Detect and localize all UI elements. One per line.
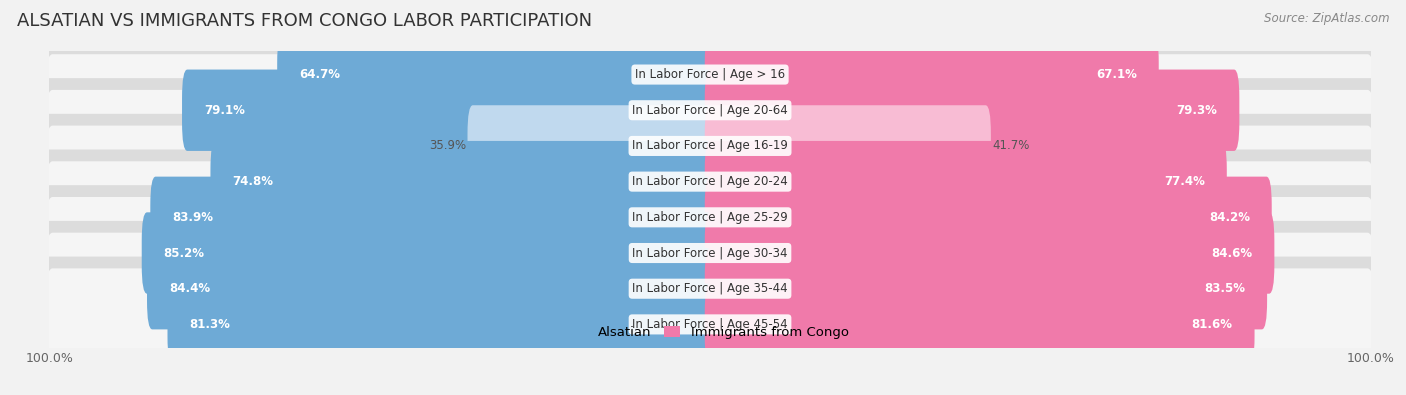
Text: 64.7%: 64.7% [299,68,340,81]
Text: ALSATIAN VS IMMIGRANTS FROM CONGO LABOR PARTICIPATION: ALSATIAN VS IMMIGRANTS FROM CONGO LABOR … [17,12,592,30]
FancyBboxPatch shape [704,34,1159,115]
Text: 81.6%: 81.6% [1192,318,1233,331]
FancyBboxPatch shape [704,213,1274,294]
FancyBboxPatch shape [704,105,991,186]
Text: In Labor Force | Age 16-19: In Labor Force | Age 16-19 [633,139,787,152]
FancyBboxPatch shape [704,177,1271,258]
FancyBboxPatch shape [45,19,1375,131]
FancyBboxPatch shape [39,42,1381,178]
FancyBboxPatch shape [45,197,1375,309]
FancyBboxPatch shape [45,90,1375,202]
FancyBboxPatch shape [704,70,1239,151]
FancyBboxPatch shape [45,233,1375,345]
FancyBboxPatch shape [148,248,716,329]
Text: 74.8%: 74.8% [232,175,273,188]
Text: Source: ZipAtlas.com: Source: ZipAtlas.com [1264,12,1389,25]
FancyBboxPatch shape [39,149,1381,285]
Text: 83.9%: 83.9% [172,211,214,224]
Text: In Labor Force | Age 20-64: In Labor Force | Age 20-64 [633,104,787,117]
Text: 77.4%: 77.4% [1164,175,1205,188]
Text: In Labor Force | Age > 16: In Labor Force | Age > 16 [636,68,785,81]
FancyBboxPatch shape [704,141,1227,222]
FancyBboxPatch shape [142,213,716,294]
Text: 84.4%: 84.4% [169,282,209,295]
FancyBboxPatch shape [39,78,1381,214]
Legend: Alsatian, Immigrants from Congo: Alsatian, Immigrants from Congo [567,320,853,344]
FancyBboxPatch shape [39,257,1381,392]
FancyBboxPatch shape [181,70,716,151]
FancyBboxPatch shape [39,7,1381,142]
FancyBboxPatch shape [45,54,1375,166]
Text: 79.3%: 79.3% [1177,104,1218,117]
FancyBboxPatch shape [45,161,1375,273]
Text: 41.7%: 41.7% [993,139,1029,152]
Text: 84.2%: 84.2% [1209,211,1250,224]
FancyBboxPatch shape [150,177,716,258]
Text: In Labor Force | Age 25-29: In Labor Force | Age 25-29 [633,211,787,224]
Text: 67.1%: 67.1% [1097,68,1137,81]
Text: In Labor Force | Age 35-44: In Labor Force | Age 35-44 [633,282,787,295]
Text: In Labor Force | Age 30-34: In Labor Force | Age 30-34 [633,246,787,260]
FancyBboxPatch shape [39,185,1381,321]
Text: 84.6%: 84.6% [1212,246,1253,260]
FancyBboxPatch shape [211,141,716,222]
Text: 81.3%: 81.3% [190,318,231,331]
Text: 35.9%: 35.9% [429,139,467,152]
FancyBboxPatch shape [39,221,1381,357]
Text: In Labor Force | Age 45-54: In Labor Force | Age 45-54 [633,318,787,331]
Text: In Labor Force | Age 20-24: In Labor Force | Age 20-24 [633,175,787,188]
FancyBboxPatch shape [277,34,716,115]
Text: 83.5%: 83.5% [1205,282,1246,295]
Text: 79.1%: 79.1% [204,104,245,117]
FancyBboxPatch shape [45,268,1375,380]
FancyBboxPatch shape [45,126,1375,238]
Text: 85.2%: 85.2% [163,246,204,260]
FancyBboxPatch shape [468,105,716,186]
FancyBboxPatch shape [39,114,1381,250]
FancyBboxPatch shape [704,284,1254,365]
FancyBboxPatch shape [167,284,716,365]
FancyBboxPatch shape [704,248,1267,329]
